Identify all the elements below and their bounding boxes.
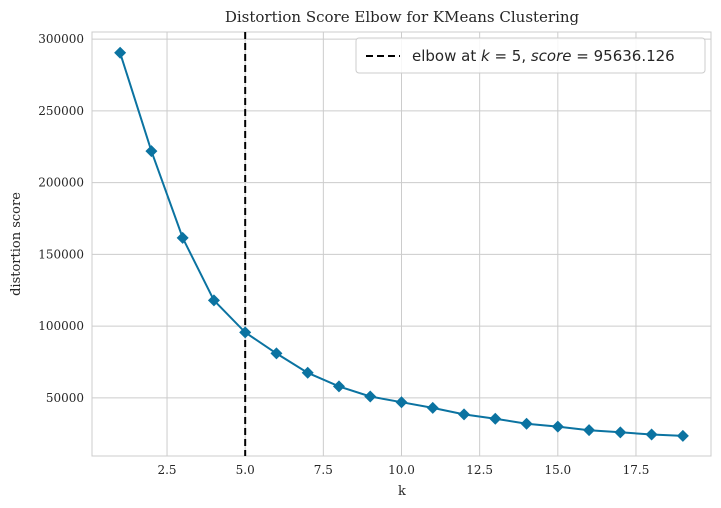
y-tick-labels: 50000 100000 150000 200000 250000 300000 [38, 32, 84, 405]
data-point-marker [332, 380, 345, 393]
y-tick-label: 150000 [38, 247, 84, 261]
legend-elbow-label: elbow at k = 5, score = 95636.126 [412, 47, 675, 65]
x-axis-label: k [398, 484, 406, 499]
x-tick-label: 17.5 [623, 463, 650, 477]
x-tick-label: 2.5 [157, 463, 176, 477]
data-point-marker [489, 412, 502, 425]
data-point-marker [614, 426, 627, 439]
data-point-marker [239, 326, 252, 339]
data-point-marker [176, 231, 189, 244]
plot-frame [91, 31, 712, 457]
legend-score-eq: = 95636.126 [572, 47, 675, 65]
legend-k-eq: = 5, [490, 47, 531, 65]
data-point-marker [426, 401, 439, 414]
data-point-marker [114, 46, 127, 59]
x-tick-label: 10.0 [388, 463, 415, 477]
legend-box [355, 37, 706, 74]
data-point-marker [583, 424, 596, 437]
data-point-marker [145, 145, 158, 158]
y-tick-label: 50000 [46, 391, 84, 405]
legend-k-var: k [481, 47, 491, 65]
legend-prefix: elbow at [412, 47, 481, 65]
y-tick-label: 300000 [38, 32, 84, 46]
y-tick-label: 200000 [38, 176, 84, 190]
y-tick-label: 100000 [38, 319, 84, 333]
x-tick-label: 15.0 [544, 463, 571, 477]
data-point-marker [551, 420, 564, 433]
chart-title: Distortion Score Elbow for KMeans Cluste… [225, 8, 580, 26]
x-tick-label: 5.0 [236, 463, 255, 477]
legend-score-var: score [531, 47, 572, 65]
data-point-marker [520, 417, 533, 430]
data-point-marker [645, 428, 658, 441]
series-markers [114, 46, 689, 442]
y-tick-label: 250000 [38, 104, 84, 118]
x-tick-label: 7.5 [314, 463, 333, 477]
data-point-marker [207, 294, 220, 307]
x-tick-label: 12.5 [466, 463, 493, 477]
data-point-marker [301, 366, 314, 379]
data-point-marker [676, 429, 689, 442]
data-point-marker [395, 396, 408, 409]
legend: elbow at k = 5, score = 95636.126 [355, 37, 706, 74]
data-point-marker [364, 390, 377, 403]
y-axis-label: distortion score [9, 192, 24, 296]
data-point-marker [458, 408, 471, 421]
x-tick-labels: 2.5 5.0 7.5 10.0 12.5 15.0 17.5 [157, 463, 649, 477]
data-point-marker [270, 347, 283, 360]
